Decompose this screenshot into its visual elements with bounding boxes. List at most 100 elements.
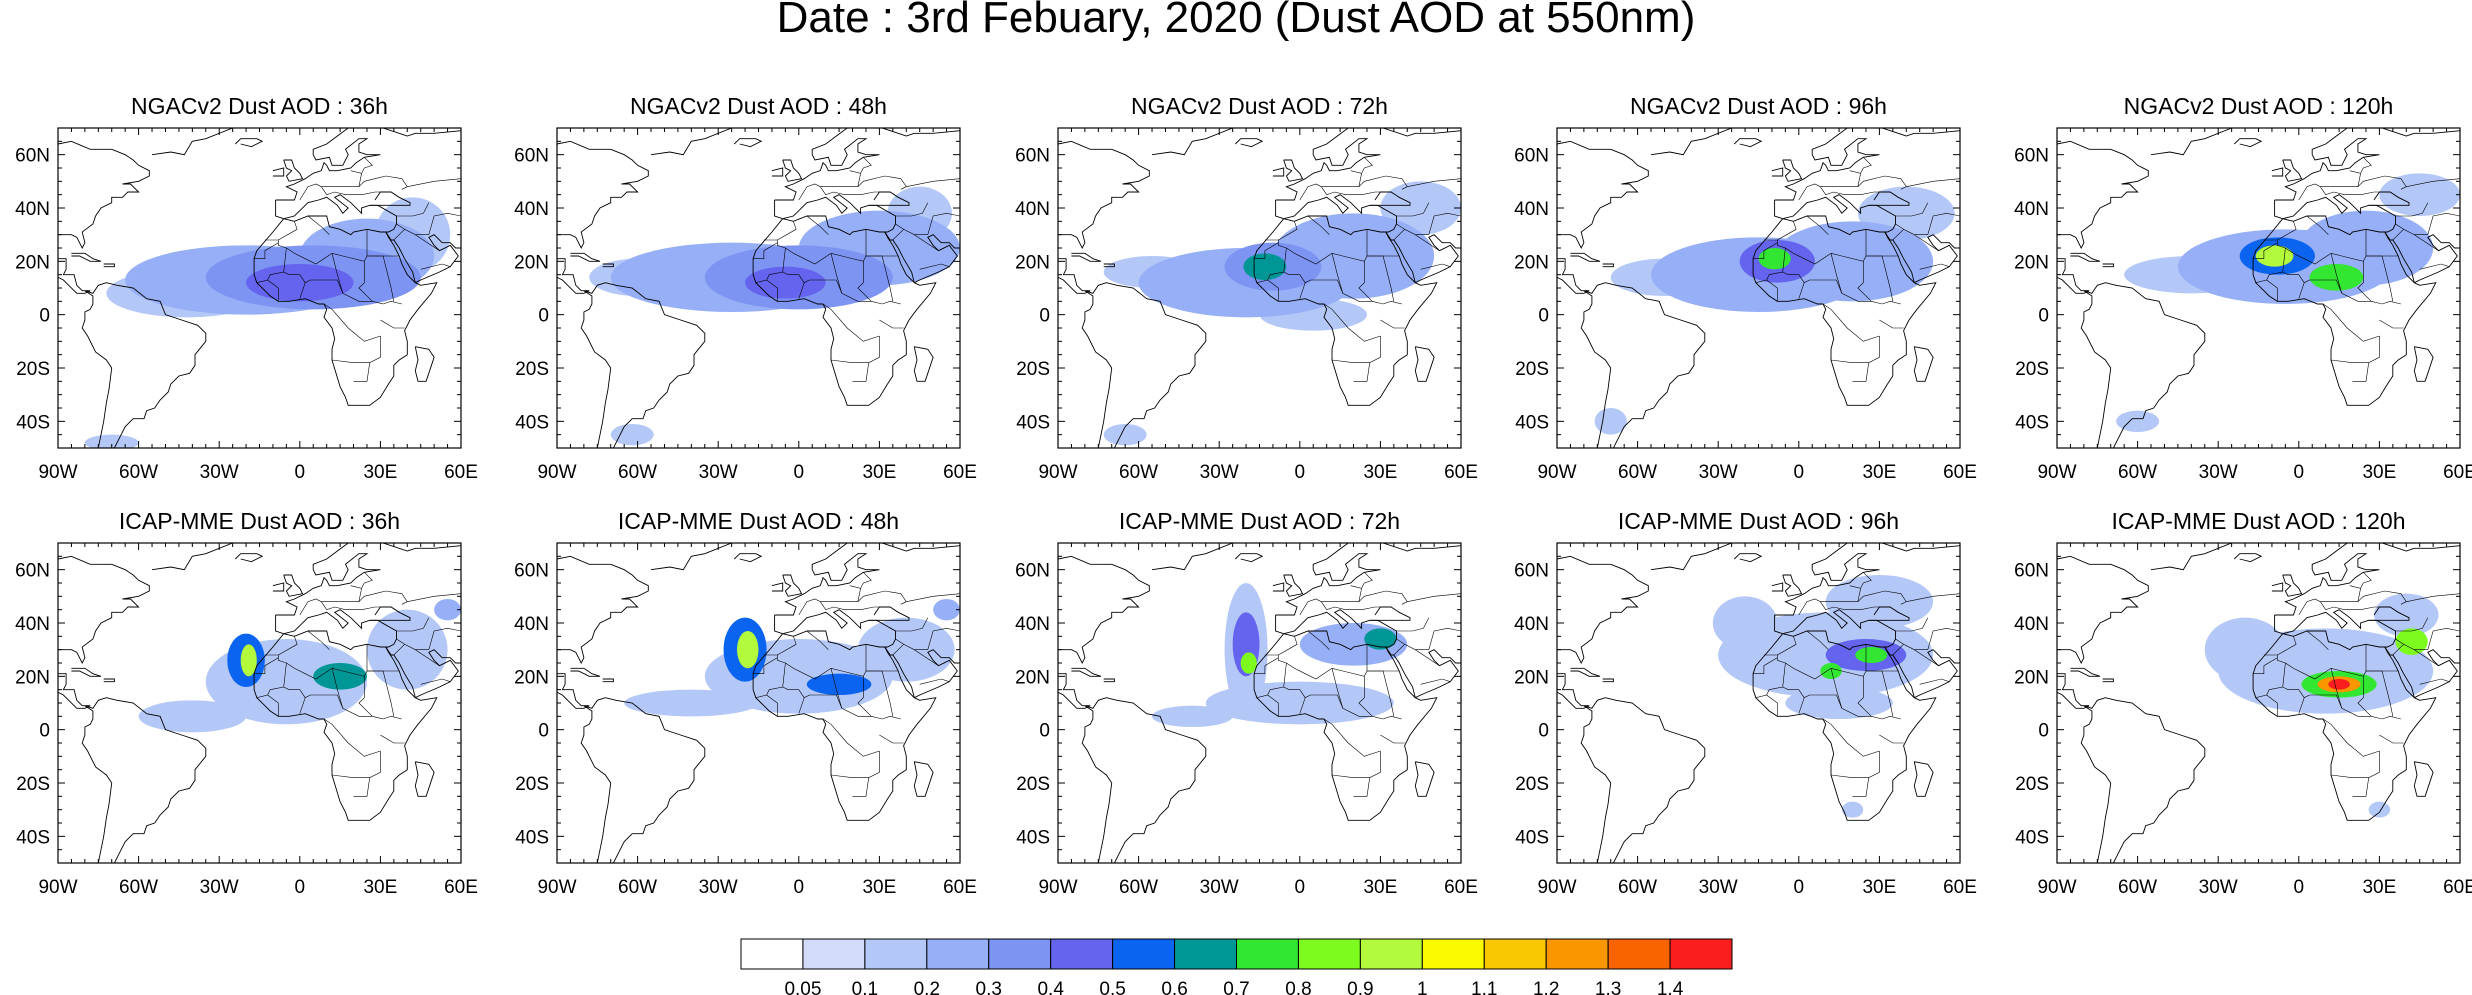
coastline [913,761,934,797]
coastline [1283,159,1304,182]
country-border [299,282,306,299]
country-border [367,255,395,302]
lon-tick-label-60e: 60E [1444,877,1478,898]
lon-tick-label-60w: 60W [1618,877,1657,898]
coastline [1415,234,1461,284]
country-border [806,215,829,235]
country-border [2395,223,2428,235]
country-border [2414,234,2439,251]
lon-tick-label-60w: 60W [119,877,158,898]
coastline [1272,167,1285,177]
country-border [782,271,901,305]
coastline [1733,138,1763,148]
lon-tick-label-30e: 30E [862,462,896,483]
country-border [1264,644,1368,680]
coastline [81,697,207,863]
country-border [1806,215,1829,235]
coastline [1081,282,1207,448]
colorbar-swatch [1174,938,1237,970]
country-border [1299,170,1362,201]
coastline [2057,140,2149,249]
country-border [2366,255,2394,302]
map-area [557,128,960,448]
country-border [1798,170,1861,201]
country-border [1358,261,1373,302]
coastline [1868,606,1910,621]
lat-tick-label-0: 0 [2038,306,2049,327]
country-border [1331,774,1370,778]
coastline [650,128,740,156]
country-border [2357,175,2407,190]
coastline [1103,263,1115,268]
colorbar-label: 1 [1417,979,1428,995]
lon-tick-label-90w: 90W [537,462,576,483]
coastline [782,574,803,597]
coastline [570,667,601,677]
coastline [58,673,91,709]
lat-tick-label-20s: 20S [1515,359,1549,380]
country-border [2255,247,2286,283]
lon-tick-label-60w: 60W [1119,877,1158,898]
lon-tick-label-60e: 60E [1943,462,1977,483]
country-border [2263,644,2367,680]
coastline [774,609,896,651]
lat-tick-label-60n: 60N [15,146,50,167]
country-border [1307,630,1330,650]
coastline [1752,218,1937,406]
country-border [2306,215,2329,235]
coastline [2282,159,2303,182]
lat-tick-label-0: 0 [1039,306,1050,327]
coastline [1275,543,1461,616]
country-border [1380,319,1405,329]
country-border [1380,734,1405,744]
coastline [1774,543,1960,616]
coastline [1369,191,1411,206]
country-border [1895,617,1929,632]
country-border [428,627,461,650]
coastline [1415,649,1461,699]
dust-aod-contour [434,599,461,621]
country-border [1892,229,1904,241]
coastline [2282,574,2303,597]
lon-tick-label-0: 0 [1295,877,1306,898]
coastline [275,128,461,201]
lat-tick-label-60n: 60N [15,561,50,582]
coastline [1914,649,1960,699]
country-border [1820,186,1880,196]
country-border [396,638,429,650]
map-area [1557,543,1960,863]
coastline [913,346,934,382]
colorbar-swatch [1421,938,1485,970]
country-border [2392,644,2404,656]
country-border [857,261,872,302]
lat-tick-label-60n: 60N [2014,146,2049,167]
country-border [2298,697,2305,714]
coastline [2252,218,2437,406]
country-border [914,649,939,666]
country-border [2357,590,2407,605]
lon-tick-label-0: 0 [1794,462,1805,483]
coastline [1774,128,1960,201]
coastline [369,606,411,621]
country-border [927,212,960,235]
coastline [602,263,614,268]
country-border [2298,170,2361,201]
country-border [2298,282,2305,299]
lat-tick-label-40s: 40S [16,827,50,848]
coastline [1782,159,1803,182]
country-border [380,319,405,329]
country-border [1895,223,1928,235]
coastline [1570,667,1601,677]
map-area [58,543,461,863]
coastline [771,582,784,592]
lat-tick-label-40s: 40S [1515,827,1549,848]
country-border [2322,303,2380,342]
lon-tick-label-0: 0 [1295,462,1306,483]
coastline [1058,555,1150,664]
coastline [1570,252,1601,262]
country-border [367,670,395,717]
lat-tick-label-60n: 60N [1015,561,1050,582]
lat-tick-label-20s: 20S [515,774,549,795]
lon-tick-label-90w: 90W [2037,462,2076,483]
coastline [2102,263,2114,268]
